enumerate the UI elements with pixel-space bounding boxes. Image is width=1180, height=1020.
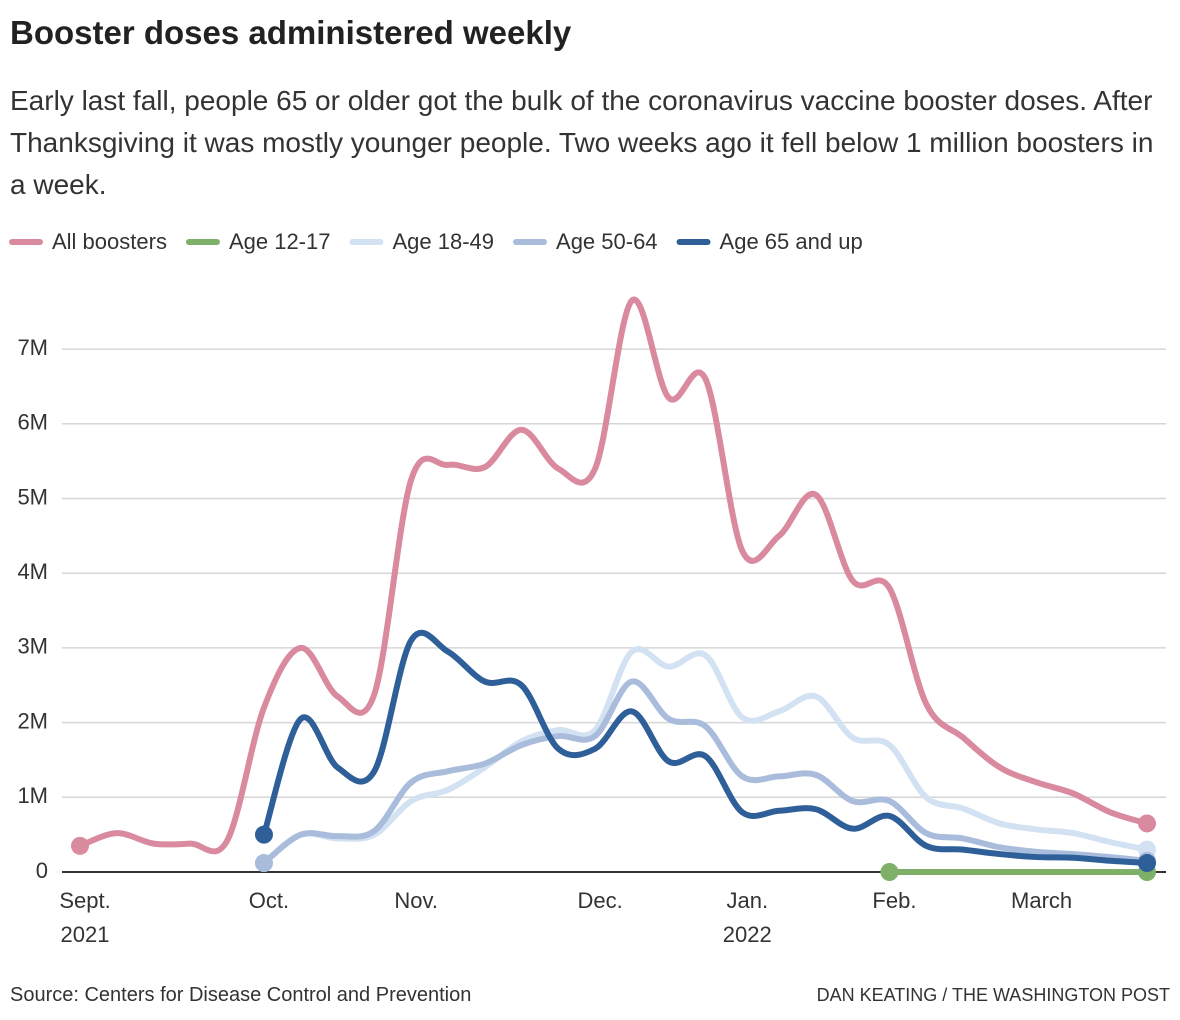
series-end-dot [71, 836, 89, 855]
series-line [260, 678, 1150, 867]
y-tick-label: 5M [17, 484, 48, 509]
legend-label: Age 12-17 [229, 229, 331, 254]
y-tick-label: 7M [17, 335, 48, 360]
series-line [260, 646, 1150, 867]
x-tick-label: Jan. 2022 [723, 888, 772, 947]
legend-label: All boosters [52, 229, 167, 254]
chart-title: Booster doses administered weekly [10, 14, 572, 51]
x-tick-label: Nov. [394, 888, 438, 913]
y-tick-label: 4M [17, 559, 48, 584]
series-end-dot [1138, 854, 1156, 873]
x-tick-label: Feb. [872, 888, 916, 913]
series-end-dot [254, 825, 273, 844]
x-tick-label: Dec. [577, 888, 622, 913]
y-tick-label: 0 [36, 858, 48, 883]
legend-label: Age 50-64 [556, 229, 658, 254]
series-line [260, 629, 1150, 867]
chart-subtitle: Early last fall, people 65 or older got … [10, 85, 1154, 200]
x-tick-label: Oct. [249, 888, 289, 913]
source-note: Source: Centers for Disease Control and … [10, 984, 472, 1006]
series-line [77, 296, 1150, 855]
series-end-dot [254, 854, 273, 873]
y-tick-label: 3M [17, 634, 48, 659]
credit: DAN KEATING / THE WASHINGTON POST [816, 985, 1170, 1005]
chart: All boosters Age 12-17 Age 18-49 Age 50-64 A… [9, 229, 1166, 947]
series-end-dot [1138, 814, 1156, 833]
y-tick-label: 2M [17, 708, 48, 733]
x-tick-label: Sept. 2021 [59, 888, 110, 947]
y-tick-label: 1M [17, 783, 48, 808]
y-tick-label: 6M [17, 410, 48, 435]
legend-label: Age 65 and up [720, 229, 863, 254]
legend-label: Age 18-49 [392, 229, 494, 254]
series-end-dot [880, 863, 899, 881]
x-tick-label: March [1011, 888, 1072, 913]
